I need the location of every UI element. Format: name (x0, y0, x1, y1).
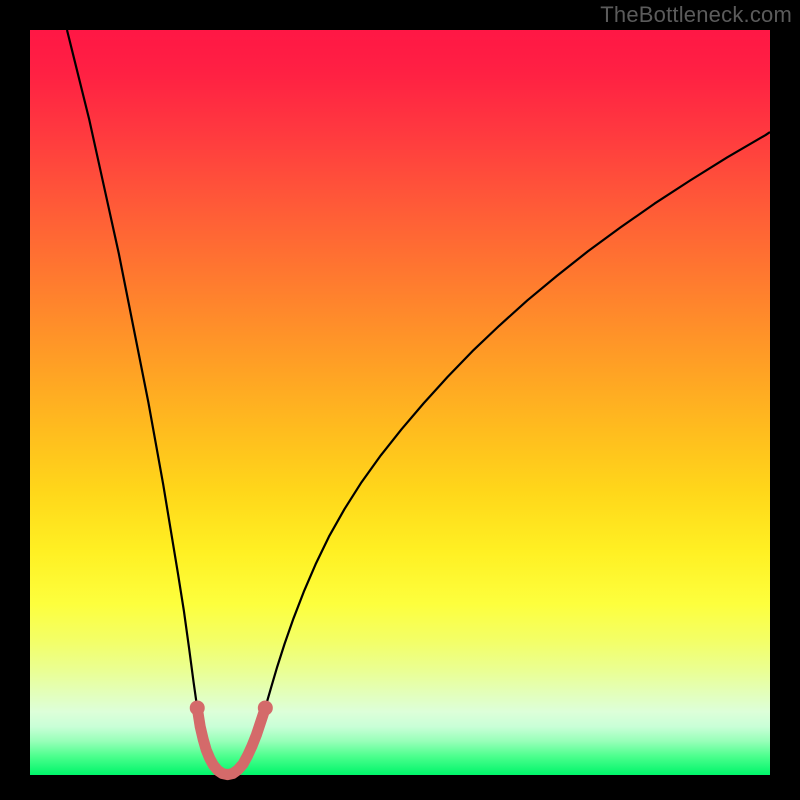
plot-background (30, 30, 770, 775)
bottleneck-chart (0, 0, 800, 800)
highlight-cap-right (258, 700, 273, 715)
highlight-cap-left (190, 700, 205, 715)
